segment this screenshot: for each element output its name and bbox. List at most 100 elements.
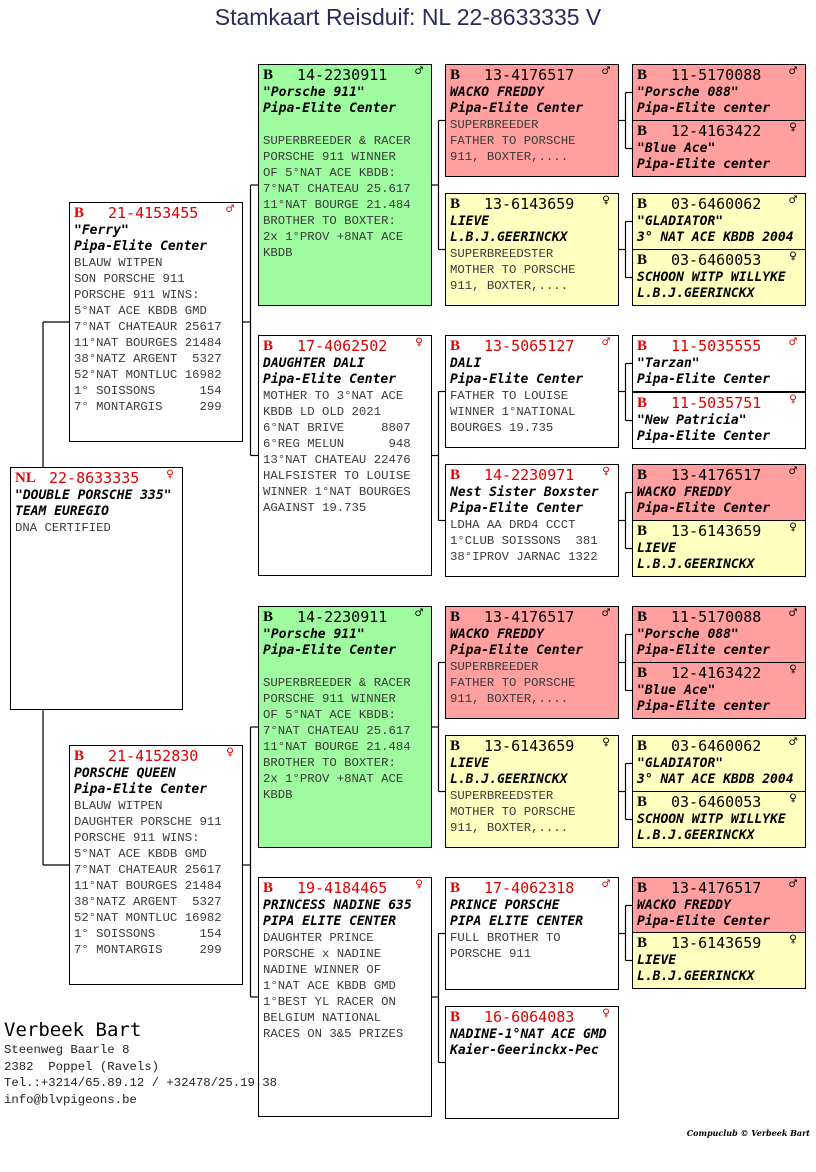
pedigree-card[interactable]: B 16-6064083 ♀ NADINE-1°NAT ACE GMD Kaier-Ge… — [445, 1006, 619, 1119]
card-header: B 16-6064083 ♀ — [450, 1006, 614, 1027]
owner-block: Verbeek Bart Steenweg Baarle 8 2382 Popp… — [4, 1018, 277, 1108]
pigeon-info: SON PORSCHE 911 — [74, 272, 185, 286]
pedigree-card[interactable]: B 03-6460053 ♀ SCHOON WITP WILLYKE L.B.J.GEE… — [632, 249, 806, 306]
male-icon: ♂ — [415, 64, 423, 79]
ring-number: 17-4062318 — [484, 879, 575, 897]
ring-number: 21-4152830 — [108, 747, 199, 765]
pigeon-name: NADINE-1°NAT ACE GMD — [450, 1027, 607, 1042]
pedigree-card[interactable]: B 11-5170088 ♂ "Porsche 088" Pipa-Elite cent… — [632, 606, 806, 663]
pedigree-card[interactable]: B 13-4176517 ♂ WACKO FREDDY Pipa-Elite Cente… — [632, 464, 806, 521]
pedigree-card[interactable]: B 11-5170088 ♂ "Porsche 088" Pipa-Elite cent… — [632, 64, 806, 121]
pigeon-info: OF 5°NAT ACE KBDB: — [263, 708, 396, 722]
owner-city: 2382 Poppel (Ravels) — [4, 1059, 159, 1074]
pigeon-info: 13°NAT CHATEAU 22476 — [263, 453, 411, 467]
pedigree-card[interactable]: NL 22-8633335 ♀ "DOUBLE PORSCHE 335" TEAM EU… — [10, 467, 183, 710]
male-icon: ♂ — [789, 64, 797, 79]
pigeon-info: 38°NATZ ARGENT 5327 — [74, 895, 222, 909]
pigeon-info: 7° MONTARGIS 299 — [74, 943, 222, 957]
pedigree-card[interactable]: B 21-4153455 ♂ "Ferry" Pipa-Elite Center BLAU… — [69, 202, 243, 442]
pigeon-name: L.B.J.GEERINCKX — [637, 286, 755, 301]
pedigree-card[interactable]: B 12-4163422 ♀ "Blue Ace" Pipa-Elite center — [632, 662, 806, 719]
female-icon: ♀ — [602, 1006, 610, 1021]
pedigree-card[interactable]: B 21-4152830 ♀ PORSCHE QUEEN Pipa-Elite Cent… — [69, 745, 243, 985]
pigeon-name: TEAM EUREGIO — [15, 504, 109, 519]
ring-number: 14-2230971 — [484, 466, 575, 484]
male-icon: ♂ — [602, 606, 610, 621]
card-header: B 13-6143659 ♀ — [637, 521, 801, 541]
pedigree-card[interactable]: B 14-2230911 ♂ "Porsche 911" Pipa-Elite Cent… — [258, 606, 432, 848]
ring-country: B — [637, 880, 648, 896]
card-header: B 13-4176517 ♂ — [637, 465, 801, 485]
credit-text: Compuclub © Verbeek Bart — [686, 1128, 810, 1138]
ring-country: B — [450, 880, 461, 896]
card-header: B 13-4176517 ♂ — [450, 65, 614, 85]
pigeon-info: WINNER 1°NAT BOURGES — [263, 485, 411, 499]
ring-country: B — [637, 523, 648, 539]
pigeon-name: "Porsche 911" — [263, 627, 365, 642]
ring-country: B — [450, 67, 461, 83]
ring-country: B — [637, 67, 648, 83]
male-icon: ♂ — [226, 202, 234, 217]
ring-country: B — [637, 338, 648, 354]
pedigree-card[interactable]: B 03-6460062 ♂ "GLADIATOR" 3° NAT ACE KBDB 2… — [632, 735, 806, 792]
ring-country: B — [637, 123, 648, 139]
ring-number: 03-6460062 — [671, 195, 762, 213]
card-header: B 13-6143659 ♀ — [637, 933, 801, 953]
pigeon-info: 1° SOISSONS 154 — [74, 384, 222, 398]
female-icon: ♀ — [602, 464, 610, 479]
pedigree-card[interactable]: B 13-6143659 ♀ LIEVE L.B.J.GEERINCKX — [632, 932, 806, 989]
pigeon-info: KBDB LD OLD 2021 — [263, 405, 382, 419]
pedigree-card[interactable]: B 13-6143659 ♀ LIEVE L.B.J.GEERINCKX SUPERBRE… — [445, 735, 619, 848]
pigeon-info: SUPERBREEDER & RACER — [263, 134, 411, 148]
ring-number: 03-6460053 — [671, 251, 762, 269]
pedigree-card[interactable]: B 11-5035751 ♀ "New Patricia" Pipa-Elite Cen… — [632, 392, 806, 449]
pedigree-card[interactable]: B 13-6143659 ♀ LIEVE L.B.J.GEERINCKX — [632, 520, 806, 577]
card-header: B 13-6143659 ♀ — [450, 193, 614, 214]
female-icon: ♀ — [415, 335, 423, 350]
pedigree-card[interactable]: B 17-4062502 ♀ DAUGHTER DALI Pipa-Elite Cent… — [258, 335, 432, 576]
pigeon-name: "Porsche 088" — [637, 627, 739, 642]
pigeon-name: Pipa-Elite Center — [450, 501, 584, 516]
pedigree-card[interactable]: B 14-2230911 ♂ "Porsche 911" Pipa-Elite Cent… — [258, 64, 432, 306]
male-icon: ♂ — [415, 606, 423, 621]
pigeon-info: NADINE WINNER OF — [263, 963, 382, 977]
pigeon-name: Pipa-Elite center — [637, 699, 771, 714]
pigeon-info: WINNER 1°NATIONAL — [450, 405, 576, 419]
pedigree-card[interactable]: B 17-4062318 ♂ PRINCE PORSCHE PIPA ELITE CEN… — [445, 877, 619, 990]
pedigree-card[interactable]: B 13-4176517 ♂ WACKO FREDDY Pipa-Elite Cente… — [632, 877, 806, 934]
ring-number: 12-4163422 — [671, 122, 762, 140]
pigeon-info: MOTHER TO PORSCHE — [450, 805, 576, 819]
ring-country: B — [637, 738, 648, 754]
pedigree-card[interactable]: B 03-6460053 ♀ SCHOON WITP WILLYKE L.B.J.GEE… — [632, 791, 806, 848]
pigeon-info: 11°NAT BOURGE 21.484 — [263, 740, 411, 754]
pedigree-card[interactable]: B 12-4163422 ♀ "Blue Ace" Pipa-Elite center — [632, 120, 806, 177]
pedigree-card[interactable]: B 03-6460062 ♂ "GLADIATOR" 3° NAT ACE KBDB 2… — [632, 193, 806, 250]
pigeon-info: 11°NAT BOURGES 21484 — [74, 336, 222, 350]
pigeon-name: Pipa-Elite Center — [263, 643, 397, 658]
pedigree-card[interactable]: B 13-5065127 ♂ DALI Pipa-Elite Center FATHER … — [445, 335, 619, 448]
pigeon-info: BROTHER TO BOXTER: — [263, 214, 396, 228]
pigeon-info: 52°NAT MONTLUC 16982 — [74, 911, 222, 925]
pigeon-info: LDHA AA DRD4 CCCT — [450, 518, 576, 532]
pedigree-card[interactable]: B 13-4176517 ♂ WACKO FREDDY Pipa-Elite Cente… — [445, 606, 619, 719]
pedigree-card[interactable]: B 14-2230971 ♀ Nest Sister Boxster Pipa-Elit… — [445, 464, 619, 577]
pigeon-name: DAUGHTER DALI — [263, 356, 365, 371]
pigeon-info: PORSCHE 911 — [450, 947, 532, 961]
card-header: B 03-6460053 ♀ — [637, 250, 801, 270]
ring-country: B — [637, 935, 648, 951]
pedigree-card[interactable]: B 19-4184465 ♀ PRINCESS NADINE 635 PIPA ELIT… — [258, 877, 432, 1117]
ring-number: 13-4176517 — [484, 66, 575, 84]
female-icon: ♀ — [602, 193, 610, 208]
ring-number: 13-6143659 — [671, 934, 762, 952]
pedigree-card[interactable]: B 13-4176517 ♂ WACKO FREDDY Pipa-Elite Cente… — [445, 64, 619, 177]
pigeon-info: 911, BOXTER,.... — [450, 821, 569, 835]
pigeon-info: FATHER TO PORSCHE — [450, 676, 576, 690]
male-icon: ♂ — [602, 335, 610, 350]
pigeon-info: PORSCHE 911 WINS: — [74, 831, 200, 845]
pedigree-card[interactable]: B 13-6143659 ♀ LIEVE L.B.J.GEERINCKX SUPERBRE… — [445, 193, 619, 306]
female-icon: ♀ — [602, 735, 610, 750]
pedigree-card[interactable]: B 11-5035555 ♂ "Tarzan" Pipa-Elite Center — [632, 335, 806, 392]
ring-number: 03-6460062 — [671, 737, 762, 755]
ring-number: 13-6143659 — [671, 522, 762, 540]
pigeon-name: LIEVE — [450, 756, 490, 771]
